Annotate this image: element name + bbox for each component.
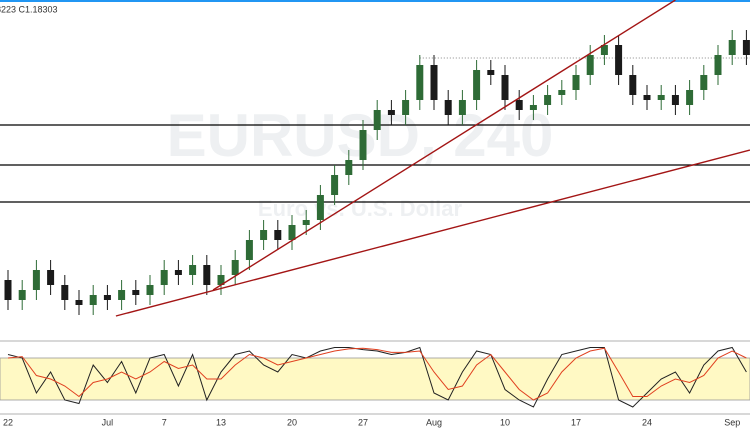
candle-body bbox=[18, 290, 26, 300]
candle-body bbox=[132, 290, 140, 295]
candle-body bbox=[61, 285, 69, 300]
candle-body bbox=[714, 55, 722, 75]
candle-body bbox=[203, 265, 211, 285]
candle-body bbox=[615, 45, 623, 75]
x-tick-label: 20 bbox=[287, 417, 297, 427]
candle-body bbox=[316, 195, 324, 220]
candle-body bbox=[501, 75, 509, 100]
x-tick-label: 7 bbox=[162, 417, 167, 427]
x-tick-label: Aug bbox=[426, 417, 442, 427]
candle-body bbox=[473, 70, 481, 100]
trend-line bbox=[115, 149, 750, 317]
x-tick-label: 22 bbox=[3, 417, 13, 427]
candle-body bbox=[444, 100, 452, 115]
candle-body bbox=[671, 95, 679, 105]
candle-body bbox=[529, 105, 537, 110]
x-tick-label: 17 bbox=[571, 417, 581, 427]
candle-body bbox=[274, 230, 282, 240]
candle-body bbox=[586, 55, 594, 75]
candle-body bbox=[700, 75, 708, 90]
candle-body bbox=[146, 285, 154, 295]
candle-body bbox=[103, 295, 111, 300]
candle-body bbox=[558, 90, 566, 95]
watermark-subtitle: Euro vs. U.S. Dollar bbox=[258, 196, 463, 221]
candle-body bbox=[217, 275, 225, 285]
candle-body bbox=[288, 225, 296, 240]
candle-body bbox=[174, 270, 182, 275]
candle-body bbox=[4, 280, 12, 300]
x-tick-label: 24 bbox=[642, 417, 652, 427]
candle-body bbox=[544, 95, 552, 105]
candle-body bbox=[260, 230, 268, 240]
candle-body bbox=[657, 95, 665, 100]
stoch-line bbox=[7, 346, 747, 408]
candle-body bbox=[47, 270, 55, 285]
candle-body bbox=[231, 260, 239, 275]
candle-body bbox=[629, 75, 637, 95]
candle-body bbox=[458, 100, 466, 115]
x-tick-label: Jul bbox=[102, 417, 114, 427]
x-tick-label: 13 bbox=[216, 417, 226, 427]
candle-body bbox=[345, 160, 353, 175]
x-tick-label: 27 bbox=[358, 417, 368, 427]
x-tick-label: 10 bbox=[500, 417, 510, 427]
candle-body bbox=[742, 40, 750, 55]
x-tick-label: Sep bbox=[724, 417, 740, 427]
candle-body bbox=[487, 70, 495, 75]
candle-body bbox=[245, 240, 253, 260]
candle-body bbox=[160, 270, 168, 285]
header: 8223 C1.18303 bbox=[0, 4, 58, 14]
candle-body bbox=[373, 110, 381, 130]
trend-line bbox=[212, 0, 676, 291]
candle-body bbox=[75, 300, 83, 305]
candle-body bbox=[189, 265, 197, 275]
candle-body bbox=[643, 95, 651, 100]
candle-body bbox=[430, 65, 438, 100]
candle-body bbox=[728, 40, 736, 55]
candle-body bbox=[359, 130, 367, 160]
candle-body bbox=[686, 90, 694, 105]
candle-body bbox=[416, 65, 424, 100]
stoch-band bbox=[0, 357, 750, 401]
candle-body bbox=[387, 110, 395, 115]
candle-body bbox=[32, 270, 40, 290]
candle-body bbox=[402, 100, 410, 115]
candle-body bbox=[331, 175, 339, 195]
candle-body bbox=[600, 45, 608, 55]
candle-body bbox=[118, 290, 126, 300]
candle-body bbox=[515, 100, 523, 110]
stoch-line bbox=[7, 347, 747, 401]
candle-body bbox=[572, 75, 580, 90]
candle-body bbox=[302, 220, 310, 225]
candle-body bbox=[89, 295, 97, 305]
